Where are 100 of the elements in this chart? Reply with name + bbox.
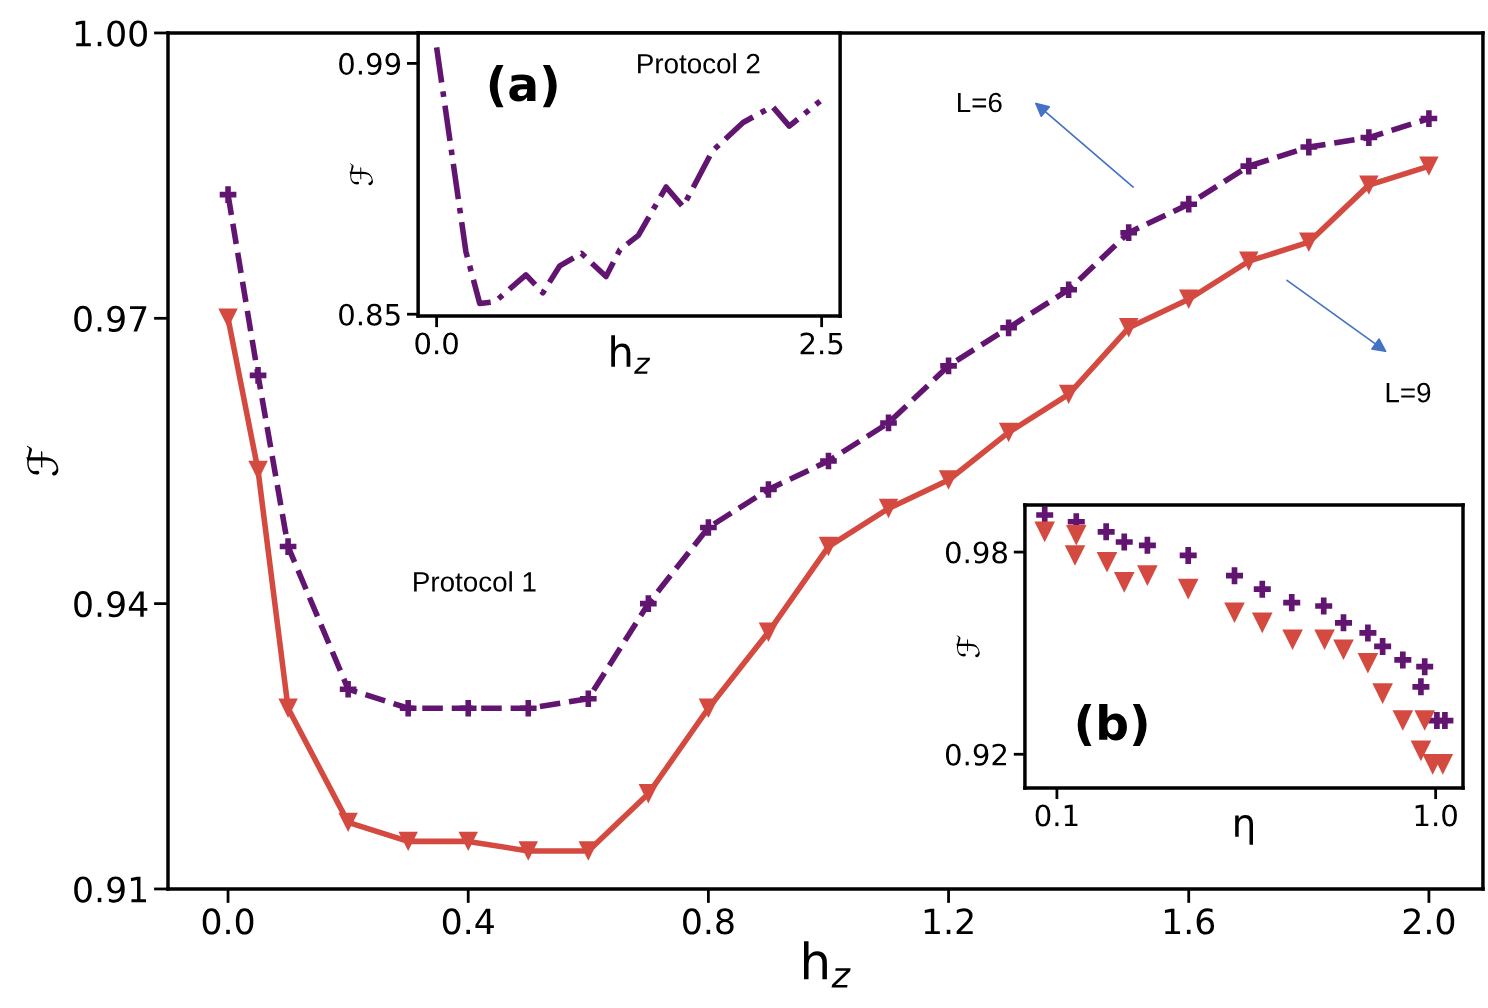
point	[1360, 129, 1378, 146]
y-tick-label: 0.91	[74, 876, 147, 903]
point	[1251, 612, 1273, 634]
point	[818, 536, 839, 557]
point	[1416, 658, 1434, 676]
point	[1097, 523, 1115, 541]
point	[399, 699, 417, 717]
point	[249, 367, 267, 384]
y-axis-title: ℱ	[956, 635, 980, 658]
point	[1180, 195, 1198, 213]
point	[1113, 572, 1135, 593]
point	[940, 357, 957, 375]
point	[1240, 157, 1258, 175]
point	[1225, 567, 1244, 585]
annotation: Protocol 2	[638, 53, 760, 74]
annotation: (b)	[1077, 703, 1147, 747]
point	[338, 812, 358, 833]
point	[459, 699, 477, 717]
point	[1138, 536, 1156, 554]
point	[1058, 384, 1079, 405]
annotation: (a)	[489, 65, 557, 108]
point	[1419, 156, 1439, 176]
point	[998, 422, 1019, 443]
point	[518, 841, 538, 861]
point	[1300, 138, 1318, 156]
x-tick-label: 0.0	[202, 908, 254, 935]
point	[1299, 232, 1319, 252]
point	[1137, 565, 1158, 586]
y-tick-label: 1.00	[75, 20, 147, 47]
x-tick-label: 1.6	[1164, 908, 1215, 935]
point	[1060, 281, 1077, 299]
y-tick-label: 0.94	[74, 591, 148, 618]
x-axis-title: h$_{z}$	[804, 941, 851, 988]
point	[1253, 580, 1271, 598]
point	[1096, 551, 1118, 573]
point	[820, 452, 837, 470]
point	[519, 699, 537, 717]
y-axis-title: ℱ	[26, 445, 59, 476]
point	[279, 538, 297, 555]
point	[1115, 533, 1133, 551]
y-tick-label: 0.99	[339, 52, 401, 75]
point	[1034, 521, 1056, 543]
point	[1414, 710, 1436, 731]
point	[579, 690, 597, 708]
point	[1179, 546, 1197, 564]
point	[1359, 175, 1379, 195]
point	[638, 784, 659, 804]
point	[1177, 578, 1199, 600]
point	[640, 595, 657, 612]
point	[1239, 251, 1259, 271]
x-tick-label: 0.1	[1035, 804, 1078, 827]
point	[1359, 624, 1377, 642]
x-axis-title: η	[1235, 814, 1253, 845]
y-tick-label: 0.97	[74, 305, 147, 332]
point	[278, 698, 298, 718]
point	[1334, 614, 1352, 632]
point	[698, 698, 719, 718]
point	[1410, 740, 1432, 762]
point	[1036, 506, 1054, 524]
x-tick-label: 2.0	[1403, 908, 1455, 935]
point	[248, 460, 268, 481]
y-tick-label: 0.92	[945, 743, 1007, 766]
point	[878, 498, 899, 519]
point	[1315, 597, 1333, 615]
point	[1333, 639, 1354, 661]
y-tick-label: 0.85	[339, 303, 400, 326]
point	[1282, 629, 1303, 650]
x-tick-label: 0.0	[415, 332, 458, 355]
point	[1412, 678, 1430, 696]
point	[218, 308, 238, 329]
x-tick-label: 1.2	[924, 908, 973, 935]
point	[219, 186, 237, 203]
point	[398, 831, 418, 852]
point	[1374, 637, 1392, 655]
x-tick-label: 0.4	[442, 908, 494, 935]
point	[1065, 524, 1087, 546]
point	[760, 481, 777, 498]
x-tick-label: 0.8	[683, 908, 734, 935]
point	[339, 680, 357, 698]
y-tick-label: 0.98	[945, 541, 1007, 564]
point	[880, 414, 897, 432]
point	[938, 470, 959, 490]
point	[1179, 289, 1199, 309]
x-tick-label: 2.5	[800, 332, 843, 355]
point	[700, 519, 717, 536]
x-axis-title: h$_{z}$	[611, 335, 651, 374]
point	[1392, 710, 1414, 731]
point	[1357, 652, 1379, 674]
point	[758, 622, 779, 642]
point	[1118, 318, 1139, 338]
point	[1120, 224, 1138, 242]
point	[1064, 545, 1086, 566]
x-tick-label: 1.0	[1415, 804, 1457, 827]
point	[1394, 651, 1412, 669]
annotation: L=6	[958, 92, 1002, 113]
point	[1372, 683, 1393, 704]
annotation: L=9	[1386, 382, 1431, 403]
y-axis-title: ℱ	[349, 163, 374, 186]
point	[1000, 319, 1017, 337]
point	[1283, 594, 1301, 612]
